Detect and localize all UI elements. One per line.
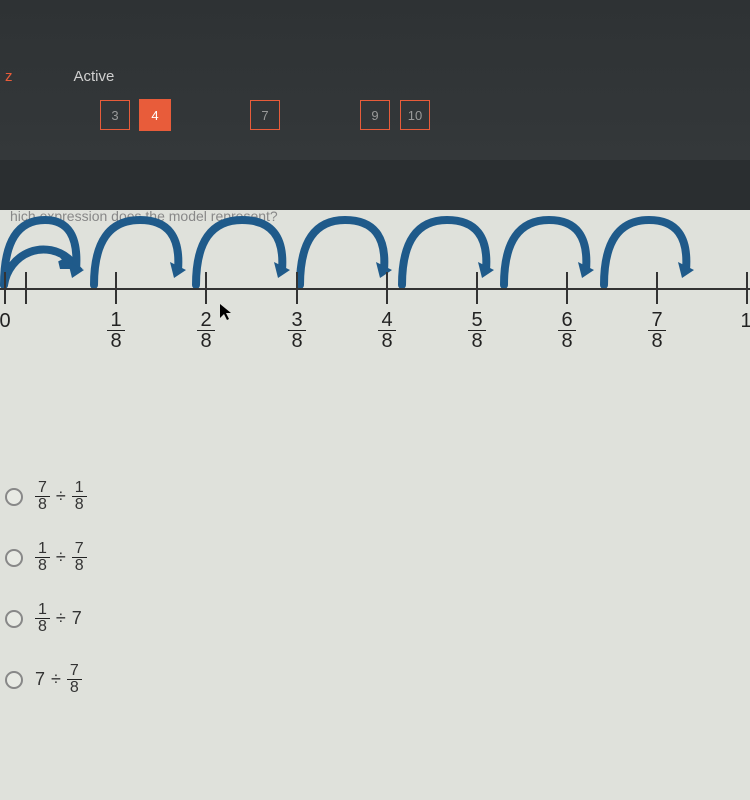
tick-label-6-8: 68 — [547, 310, 587, 353]
tick-6-8 — [566, 272, 568, 304]
radio-d[interactable] — [5, 671, 23, 689]
tick-label-1: 1 — [726, 310, 750, 333]
question-nav: 3 4 7 9 10 — [100, 100, 430, 130]
tick-2-8 — [205, 272, 207, 304]
radio-c[interactable] — [5, 610, 23, 628]
nav-label-z: z — [5, 68, 13, 85]
tick-3-8 — [296, 272, 298, 304]
radio-b[interactable] — [5, 549, 23, 567]
tick-label-5-8: 58 — [457, 310, 497, 353]
tick-small — [25, 272, 27, 304]
answer-option-a[interactable]: 78 ÷ 18 — [5, 480, 87, 513]
tick-label-7-8: 78 — [637, 310, 677, 353]
top-bar: z Active 3 4 7 9 10 — [0, 0, 750, 160]
number-line-diagram: 0 18 28 38 48 58 68 78 1 — [0, 210, 750, 410]
tick-label-0: 0 — [0, 310, 25, 333]
answer-expr-b: 18 ÷ 78 — [35, 541, 87, 574]
answer-expr-d: 7 ÷ 78 — [35, 663, 82, 696]
tick-label-1-8: 18 — [96, 310, 136, 353]
answer-expr-c: 18 ÷ 7 — [35, 602, 82, 635]
tick-4-8 — [386, 272, 388, 304]
tick-5-8 — [476, 272, 478, 304]
answer-option-b[interactable]: 18 ÷ 78 — [5, 541, 87, 574]
question-box-4[interactable]: 4 — [140, 100, 170, 130]
tick-7-8 — [656, 272, 658, 304]
content-area: hich expression does the model represent… — [0, 210, 750, 800]
question-box-7[interactable]: 7 — [250, 100, 280, 130]
radio-a[interactable] — [5, 488, 23, 506]
question-box-10[interactable]: 10 — [400, 100, 430, 130]
tick-label-3-8: 38 — [277, 310, 317, 353]
answer-option-d[interactable]: 7 ÷ 78 — [5, 663, 87, 696]
number-line-axis — [0, 288, 750, 290]
answer-option-c[interactable]: 18 ÷ 7 — [5, 602, 87, 635]
number-line-arcs — [0, 210, 750, 290]
top-nav: z Active — [0, 68, 114, 85]
question-box-3[interactable]: 3 — [100, 100, 130, 130]
answer-expr-a: 78 ÷ 18 — [35, 480, 87, 513]
tick-1-8 — [115, 272, 117, 304]
question-box-9[interactable]: 9 — [360, 100, 390, 130]
nav-label-active: Active — [74, 68, 115, 85]
tick-label-4-8: 48 — [367, 310, 407, 353]
tick-1 — [746, 272, 748, 304]
cursor-icon — [218, 302, 234, 328]
answer-options: 78 ÷ 18 18 ÷ 78 18 ÷ 7 7 ÷ — [5, 480, 87, 724]
tick-0 — [4, 272, 6, 304]
